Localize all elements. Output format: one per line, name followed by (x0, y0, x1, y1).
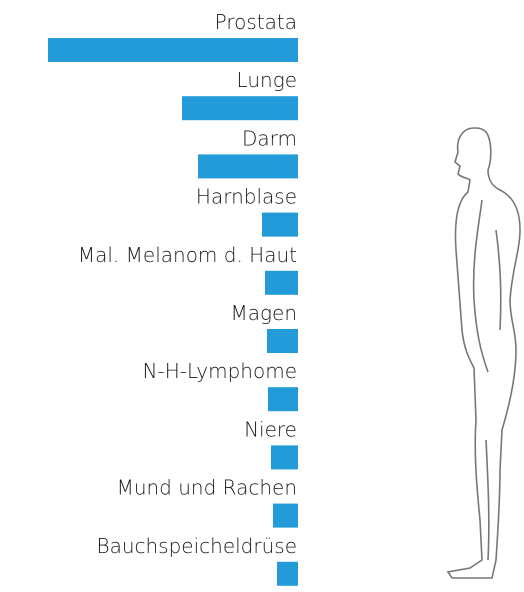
bar (198, 154, 298, 178)
category-label: Darm (242, 126, 297, 150)
bar (268, 387, 298, 411)
chart: Prostata Lunge Darm Harnblase Mal. Melanom d… (0, 0, 524, 592)
category-label: Mund und Rachen (117, 476, 297, 500)
bar (277, 562, 298, 586)
bar (267, 329, 298, 353)
bar (273, 504, 298, 528)
category-label: Magen (231, 301, 298, 325)
category-label: Mal. Melanom d. Haut (78, 243, 297, 267)
category-label: Lunge (237, 68, 297, 92)
category-label: N-H-Lymphome (143, 359, 297, 383)
category-label: Niere (244, 417, 297, 441)
category-label: Bauchspeicheldrüse (96, 534, 297, 558)
category-label: Harnblase (196, 185, 297, 209)
bar (48, 38, 298, 62)
human-figure (448, 128, 520, 578)
bar (265, 271, 298, 295)
bar (262, 213, 298, 237)
category-label: Prostata (215, 10, 297, 34)
bar (271, 445, 298, 469)
bar (182, 96, 298, 120)
